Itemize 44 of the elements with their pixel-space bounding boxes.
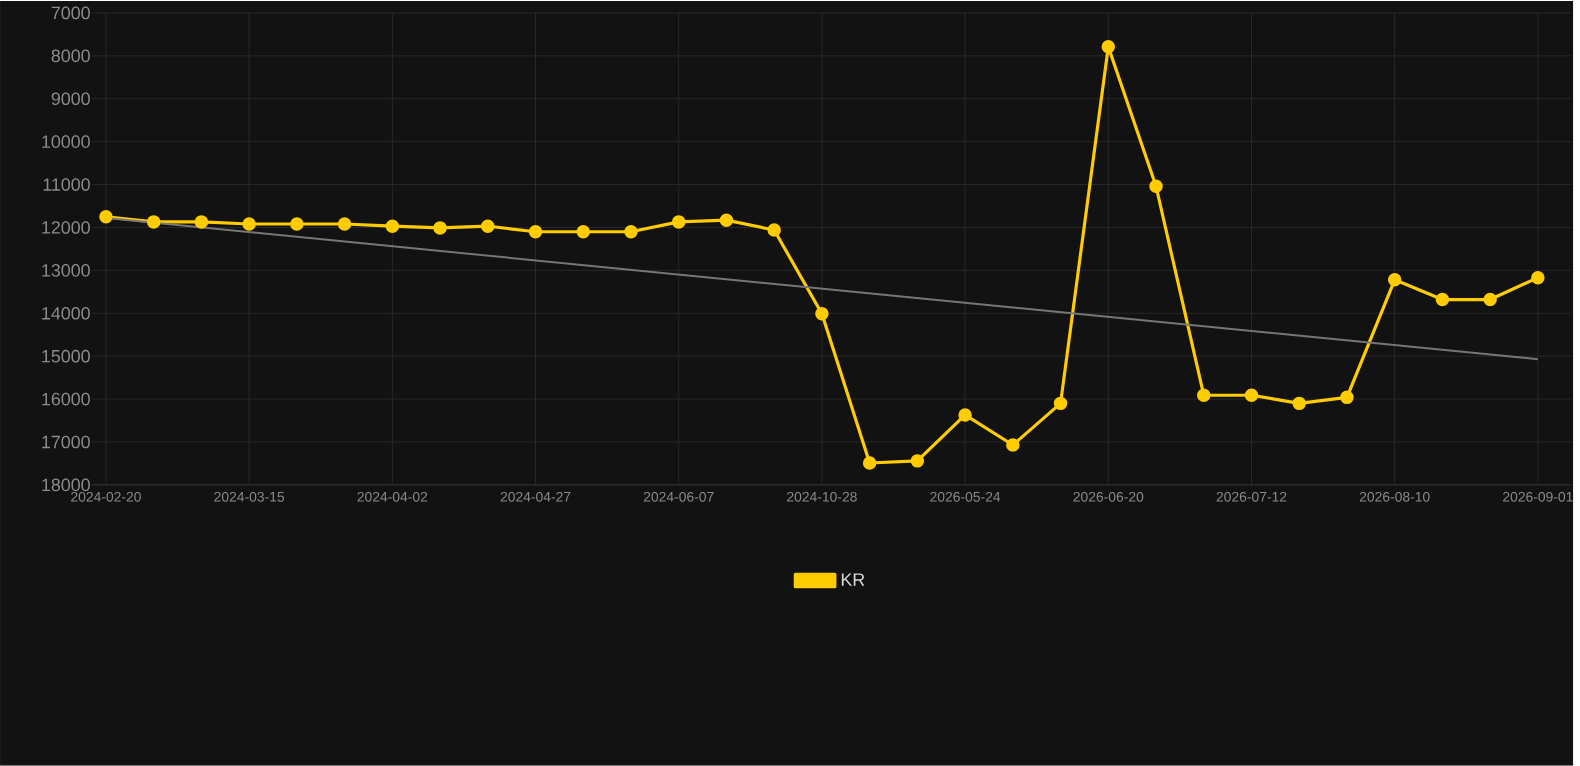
point [1149,179,1163,194]
legend-label: KR [841,573,865,586]
point [290,217,304,231]
y-tick-label: 7000 [51,6,90,20]
point [385,219,400,234]
point [337,217,352,231]
point [1053,396,1068,411]
point [481,219,495,234]
y-tick-label: 8000 [51,49,90,63]
point [433,221,447,235]
point [1197,388,1211,403]
point [958,408,972,422]
point [1435,292,1450,307]
y-tick-label: 10000 [42,135,90,149]
y-tick-label: 16000 [42,392,90,406]
point [1340,390,1354,405]
point [624,225,638,239]
point [146,215,161,229]
point [862,456,877,470]
y-tick-label: 14000 [42,307,90,320]
y-tick-label: 13000 [42,264,90,277]
point [1101,40,1116,54]
point [1292,396,1306,411]
y-tick-label: 9000 [51,92,90,106]
point [1006,438,1020,452]
point [194,215,209,229]
point [528,225,543,239]
point [1483,292,1497,307]
point [1387,273,1402,287]
point [767,223,781,237]
y-tick-label: 17000 [42,435,90,449]
y-tick-label: 18000 [42,478,90,492]
point [99,210,113,224]
point [576,225,590,239]
point [1244,388,1259,403]
point [910,454,925,468]
point [1531,271,1545,285]
point [242,217,256,231]
y-tick-label: 11000 [43,178,90,192]
point [671,215,686,229]
point [719,213,734,228]
y-tick-label: 12000 [42,221,90,234]
y-tick-label: 15000 [42,350,90,363]
point [815,307,829,321]
